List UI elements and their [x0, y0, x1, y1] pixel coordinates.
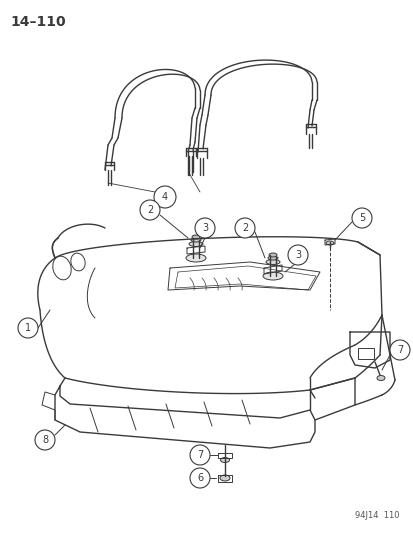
Text: 14–110: 14–110 [10, 15, 66, 29]
Ellipse shape [376, 376, 384, 381]
Ellipse shape [219, 475, 230, 481]
Text: 5: 5 [358, 213, 364, 223]
Text: 2: 2 [241, 223, 247, 233]
Circle shape [140, 200, 159, 220]
Ellipse shape [267, 256, 277, 260]
Circle shape [287, 245, 307, 265]
Text: 7: 7 [396, 345, 402, 355]
Text: 8: 8 [42, 435, 48, 445]
Circle shape [235, 218, 254, 238]
Circle shape [351, 208, 371, 228]
Circle shape [154, 186, 176, 208]
Bar [357, 348, 373, 359]
Text: 1: 1 [25, 323, 31, 333]
Circle shape [35, 430, 55, 450]
Ellipse shape [268, 253, 276, 257]
Ellipse shape [266, 260, 279, 264]
Ellipse shape [220, 457, 229, 463]
Text: 6: 6 [197, 473, 202, 483]
Text: 3: 3 [202, 223, 208, 233]
Text: 7: 7 [197, 450, 203, 460]
Ellipse shape [190, 238, 201, 242]
Circle shape [18, 318, 38, 338]
Circle shape [195, 218, 214, 238]
Ellipse shape [185, 254, 206, 262]
Text: 2: 2 [147, 205, 153, 215]
Text: 3: 3 [294, 250, 300, 260]
Circle shape [389, 340, 409, 360]
Ellipse shape [189, 241, 202, 246]
Ellipse shape [262, 272, 282, 280]
Ellipse shape [192, 235, 199, 239]
Text: 94J14  110: 94J14 110 [355, 511, 399, 520]
Circle shape [190, 468, 209, 488]
Text: 4: 4 [161, 192, 168, 202]
Ellipse shape [325, 241, 333, 245]
Circle shape [190, 445, 209, 465]
